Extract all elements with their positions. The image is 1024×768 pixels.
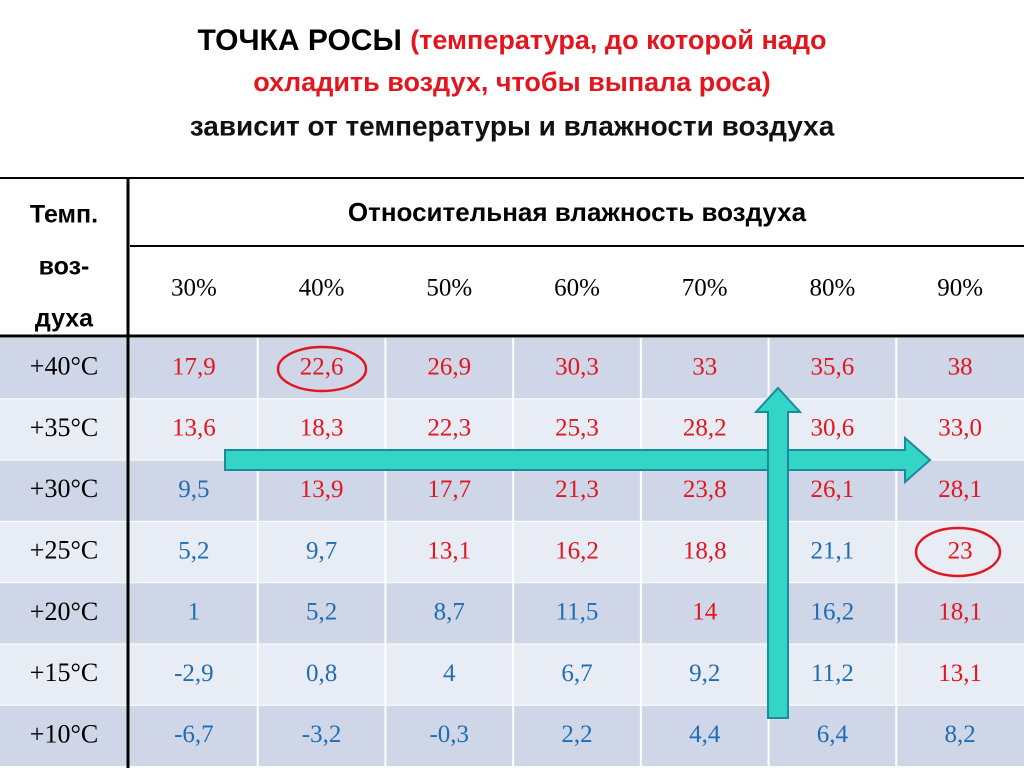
title-line: ТОЧКА РОСЫ (температура, до которой надо: [198, 24, 827, 57]
column-header: 90%: [937, 275, 983, 302]
cell-value: 33: [692, 353, 717, 380]
cell-value: 1: [188, 599, 201, 626]
cell-value: 8,7: [434, 599, 465, 626]
highlight-circle: [276, 345, 368, 393]
cell-value: 30,6: [811, 415, 855, 442]
cell-value: 13,6: [172, 415, 216, 442]
cell-value: 23: [948, 537, 973, 564]
cell-value: 6,7: [561, 660, 592, 687]
cell-value: 5,2: [178, 537, 209, 564]
row-bg: [0, 705, 1024, 768]
cell-value: 28,1: [938, 476, 982, 503]
cell-value: 13,9: [300, 476, 344, 503]
table: +40°C 17,9 22,6 26,9 30,3 33 35,6 38+35°C 13,6 18…: [0, 177, 1024, 768]
cell-value: -3,2: [302, 721, 342, 748]
cell-value: 8,2: [945, 721, 976, 748]
cell-value: 26,1: [811, 476, 855, 503]
row-label: +30°C: [30, 474, 98, 503]
cell-value: 4: [443, 660, 456, 687]
row-bg: [0, 644, 1024, 706]
row-label: +15°C: [30, 658, 98, 687]
corner-header: духа: [35, 305, 94, 333]
cell-value: -6,7: [174, 721, 214, 748]
row-label: +25°C: [30, 536, 98, 565]
cell-value: -0,3: [429, 721, 469, 748]
cell-value: 17,7: [427, 476, 471, 503]
arrow-up: [753, 386, 803, 719]
cell-value: 4,4: [689, 721, 721, 748]
cell-value: 9,5: [178, 476, 209, 503]
column-header: 30%: [171, 275, 217, 302]
cell-value: 2,2: [561, 721, 592, 748]
column-header: 60%: [554, 275, 600, 302]
cell-value: 22,3: [427, 415, 471, 442]
cell-value: 30,3: [555, 353, 599, 380]
cell-value: -2,9: [174, 660, 214, 687]
cell-value: 28,2: [683, 415, 727, 442]
title-main: ТОЧКА РОСЫ: [198, 24, 402, 57]
title-note: охладить воздух, чтобы выпала роса): [253, 67, 771, 97]
cell-value: 13,1: [938, 660, 982, 687]
cell-value: 9,2: [689, 660, 720, 687]
cell-value: 18,1: [938, 599, 982, 626]
arrow-right: [224, 435, 932, 485]
row-label: +10°C: [30, 719, 98, 748]
column-header: 80%: [810, 275, 856, 302]
cell-value: 16,2: [555, 537, 599, 564]
subtitle: зависит от температуры и влажности возду…: [190, 110, 835, 141]
annotations: [224, 345, 1002, 719]
cell-value: 0,8: [306, 660, 337, 687]
corner-header: воз-: [39, 253, 90, 281]
cell-value: 25,3: [555, 415, 599, 442]
cell-value: 9,7: [306, 537, 337, 564]
title-note: (температура, до которой надо: [410, 25, 826, 55]
cell-value: 16,2: [811, 599, 855, 626]
highlight-circle: [914, 526, 1002, 578]
column-header: 50%: [426, 275, 472, 302]
cell-value: 35,6: [811, 353, 855, 380]
cell-value: 26,9: [427, 353, 471, 380]
cell-value: 21,3: [555, 476, 599, 503]
row-bg: [0, 338, 1024, 400]
cell-value: 17,9: [172, 353, 216, 380]
cell-value: 13,1: [427, 537, 471, 564]
cell-value: 11,2: [811, 660, 854, 687]
column-header: 40%: [299, 275, 345, 302]
row-label: +20°C: [30, 597, 98, 626]
column-header: 70%: [682, 275, 728, 302]
cell-value: 6,4: [817, 721, 849, 748]
group-header: Относительная влажность воздуха: [348, 197, 807, 227]
cell-value: 38: [948, 353, 973, 380]
cell-value: 21,1: [811, 537, 855, 564]
row-label: +35°C: [30, 413, 98, 442]
cell-value: 23,8: [683, 476, 727, 503]
cell-value: 14: [692, 599, 718, 626]
cell-value: 22,6: [300, 353, 344, 380]
row-bg: [0, 521, 1024, 584]
row-bg: [0, 583, 1024, 645]
cell-value: 33,0: [938, 415, 982, 442]
cell-value: 11,5: [556, 599, 599, 626]
cell-value: 5,2: [306, 599, 337, 626]
cell-value: 18,8: [683, 537, 727, 564]
row-label: +40°C: [30, 352, 98, 381]
corner-header: Темп.: [30, 201, 98, 229]
cell-value: 18,3: [300, 415, 344, 442]
